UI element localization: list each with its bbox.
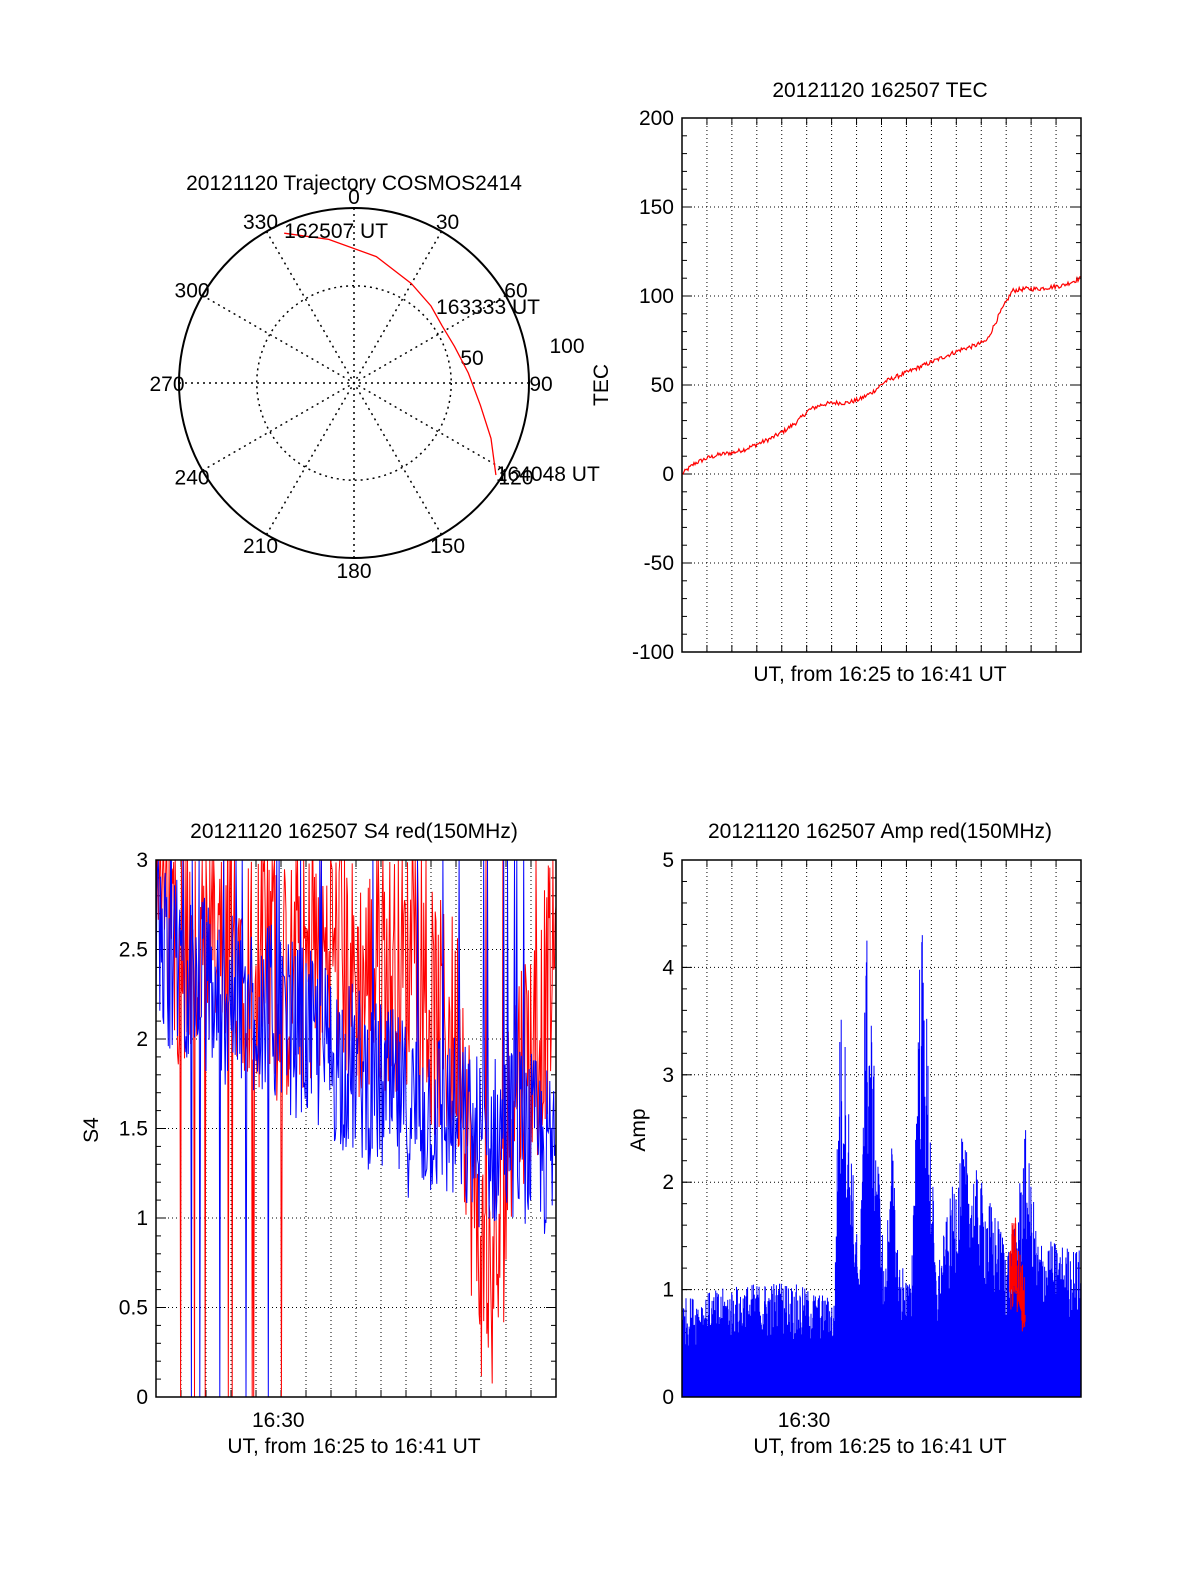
y-tick-label: -50 — [644, 552, 674, 575]
amp-panel: 20121120 162507 Amp red(150MHz) UT, from… — [627, 820, 1082, 1458]
elevation-ring — [256, 285, 452, 481]
s4-xlabel: UT, from 16:25 to 16:41 UT — [227, 1435, 480, 1458]
amp-title: 20121120 162507 Amp red(150MHz) — [708, 820, 1052, 843]
y-tick-label: 4 — [662, 956, 674, 979]
time-marker-label: 162507 UT — [284, 220, 388, 243]
amp-red-series — [1009, 1217, 1026, 1332]
y-tick-label: 200 — [639, 107, 674, 130]
tec-title: 20121120 162507 TEC — [772, 79, 987, 102]
y-tick-label: 2.5 — [119, 939, 148, 962]
time-marker-label: 163333 UT — [436, 296, 540, 319]
tec-ylabel: TEC — [590, 364, 613, 406]
azimuth-spoke — [265, 231, 443, 535]
x-tick-label: 16:30 — [252, 1409, 305, 1432]
azimuth-label: 150 — [430, 535, 465, 558]
y-tick-label: 0 — [136, 1386, 148, 1409]
polar-trajectory-panel: 20121120 Trajectory COSMOS2414 0 30 60 90 12… — [149, 172, 599, 583]
azimuth-label: 300 — [175, 280, 210, 303]
azimuth-label: 330 — [243, 211, 278, 234]
elevation-label: 100 — [549, 335, 584, 358]
y-tick-label: 0.5 — [119, 1297, 148, 1320]
y-tick-label: 1 — [662, 1279, 674, 1302]
azimuth-label: 0 — [348, 186, 360, 209]
s4-title: 20121120 162507 S4 red(150MHz) — [190, 820, 518, 843]
tec-series-line — [681, 275, 1082, 475]
y-tick-label: -100 — [632, 641, 674, 664]
time-marker-label: 164048 UT — [496, 463, 600, 486]
plot-frame — [681, 859, 1082, 1398]
y-tick-label: 3 — [136, 849, 148, 872]
y-tick-label: 1 — [136, 1207, 148, 1230]
y-tick-label: 100 — [639, 285, 674, 308]
s4-panel: 20121120 162507 S4 red(150MHz) UT, from … — [80, 820, 557, 1458]
y-tick-label: 0 — [662, 1386, 674, 1409]
x-tick-label: 16:30 — [778, 1409, 831, 1432]
y-tick-label: 150 — [639, 196, 674, 219]
azimuth-label: 60 — [504, 280, 527, 303]
y-tick-label: 1.5 — [119, 1118, 148, 1141]
azimuth-label: 90 — [529, 373, 552, 396]
tec-xlabel: UT, from 16:25 to 16:41 UT — [753, 663, 1006, 686]
y-tick-label: 50 — [651, 374, 674, 397]
y-tick-label: 3 — [662, 1064, 674, 1087]
azimuth-label: 270 — [149, 373, 184, 396]
azimuth-label: 180 — [336, 560, 371, 583]
y-tick-label: 2 — [136, 1028, 148, 1051]
amp-ylabel: Amp — [627, 1108, 650, 1151]
plot-frame — [681, 117, 1082, 653]
polar-title: 20121120 Trajectory COSMOS2414 — [186, 172, 522, 195]
satellite-track — [284, 232, 497, 476]
azimuth-label: 120 — [498, 467, 533, 490]
elevation-label: 50 — [460, 347, 483, 370]
y-tick-label: 2 — [662, 1171, 674, 1194]
tec-panel: 20121120 162507 TEC UT, from 16:25 to 16… — [590, 79, 1082, 686]
s4-ylabel: S4 — [80, 1117, 103, 1143]
azimuth-label: 240 — [175, 467, 210, 490]
s4-blue-series — [155, 859, 557, 1398]
y-tick-label: 0 — [662, 463, 674, 486]
y-tick-label: 5 — [662, 849, 674, 872]
amp-xlabel: UT, from 16:25 to 16:41 UT — [753, 1435, 1006, 1458]
azimuth-label: 30 — [436, 211, 459, 234]
azimuth-label: 210 — [243, 535, 278, 558]
plot-frame — [155, 859, 557, 1398]
